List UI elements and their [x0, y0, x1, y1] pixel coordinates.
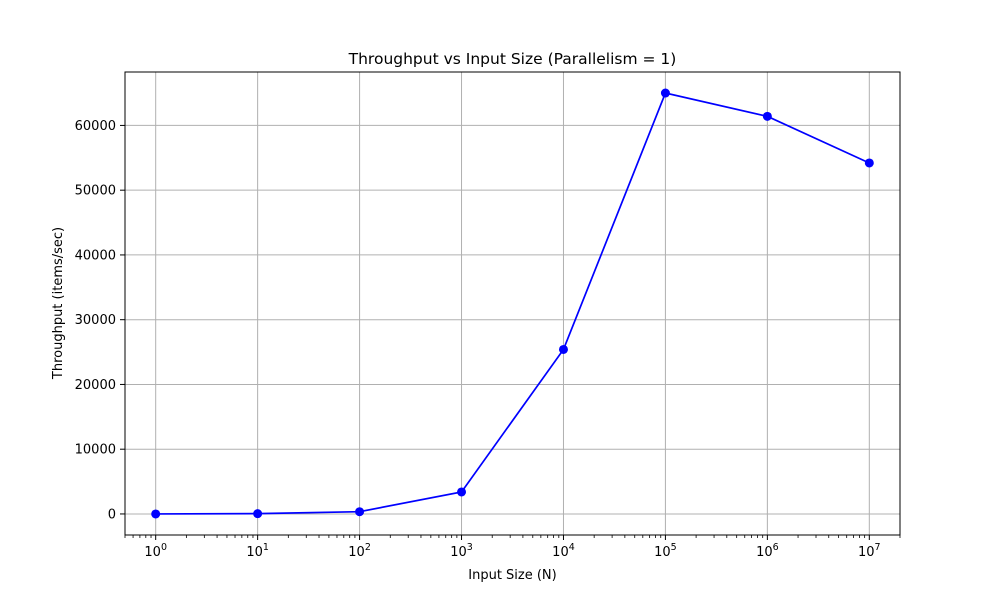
y-tick-label: 20000	[75, 378, 116, 393]
x-axis-label: Input Size (N)	[468, 568, 556, 583]
y-tick-label: 0	[108, 507, 116, 522]
data-point	[558, 344, 568, 354]
x-tick-label: 100	[144, 542, 167, 560]
data-point	[457, 487, 467, 497]
y-tick-label: 60000	[75, 119, 116, 134]
data-point	[151, 509, 161, 519]
data-point	[864, 158, 874, 168]
y-tick-label: 30000	[75, 313, 116, 328]
data-point	[660, 88, 670, 98]
x-tick-label: 107	[858, 542, 881, 560]
data-point	[762, 111, 772, 121]
plot-frame	[124, 71, 901, 536]
y-tick-label: 40000	[75, 248, 116, 263]
x-tick-label: 104	[552, 542, 575, 560]
x-tick-label: 101	[246, 542, 269, 560]
x-tick-label: 105	[654, 542, 677, 560]
series-layer	[151, 88, 874, 519]
x-tick-label: 106	[756, 542, 779, 560]
data-point	[253, 509, 263, 519]
x-tick-label: 102	[348, 542, 371, 560]
grid-lines	[125, 72, 900, 535]
y-tick-label: 50000	[75, 184, 116, 199]
chart-title: Throughput vs Input Size (Parallelism = …	[348, 50, 677, 68]
y-axis-label: Throughput (items/sec)	[51, 227, 66, 380]
y-tick-label: 10000	[75, 443, 116, 458]
data-point	[355, 507, 365, 517]
x-tick-label: 103	[450, 542, 473, 560]
series-line	[155, 92, 870, 515]
axes: 100 101 102 103 104 105 106 107 0 10000 20000 30000…	[75, 71, 901, 560]
